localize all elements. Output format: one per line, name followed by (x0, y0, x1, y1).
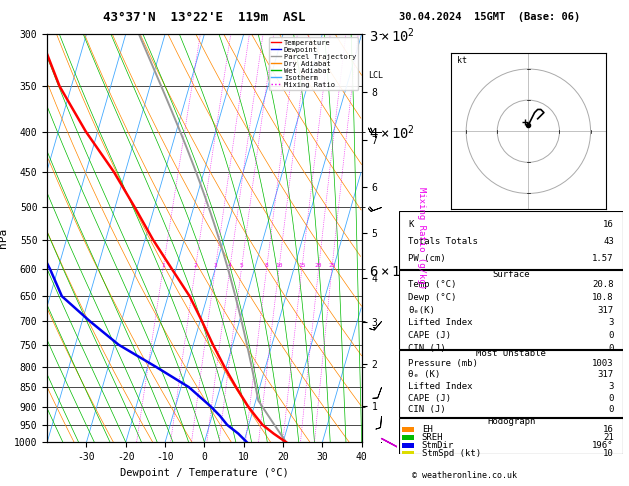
Text: StmDir: StmDir (422, 441, 454, 450)
X-axis label: Dewpoint / Temperature (°C): Dewpoint / Temperature (°C) (120, 468, 289, 478)
Text: 5: 5 (240, 263, 243, 268)
Text: 21: 21 (603, 433, 614, 442)
Text: LCL: LCL (368, 71, 383, 80)
Text: CAPE (J): CAPE (J) (408, 331, 452, 340)
Text: Surface: Surface (493, 270, 530, 279)
Text: 25: 25 (328, 263, 336, 268)
Text: 1: 1 (161, 263, 165, 268)
Text: 3: 3 (608, 318, 614, 328)
Text: 0: 0 (608, 405, 614, 415)
Text: CIN (J): CIN (J) (408, 405, 446, 415)
Text: 16: 16 (603, 425, 614, 434)
Text: 317: 317 (598, 370, 614, 380)
Text: CIN (J): CIN (J) (408, 344, 446, 353)
Bar (402, 435, 414, 440)
Text: K: K (408, 220, 414, 229)
Text: 3: 3 (213, 263, 217, 268)
Text: 2: 2 (194, 263, 198, 268)
Text: 10.8: 10.8 (593, 293, 614, 302)
Text: 3: 3 (608, 382, 614, 391)
Text: © weatheronline.co.uk: © weatheronline.co.uk (412, 471, 517, 480)
Bar (402, 443, 414, 448)
Text: Lifted Index: Lifted Index (408, 318, 473, 328)
Bar (399, 350, 623, 417)
Text: Temp (°C): Temp (°C) (408, 280, 457, 289)
Text: 0: 0 (608, 331, 614, 340)
Text: 10: 10 (275, 263, 282, 268)
Text: 0: 0 (608, 344, 614, 353)
Text: 1003: 1003 (593, 359, 614, 368)
Text: 8: 8 (265, 263, 269, 268)
Y-axis label: km
ASL: km ASL (418, 229, 440, 247)
Text: θₑ (K): θₑ (K) (408, 370, 440, 380)
Text: 15: 15 (298, 263, 306, 268)
Text: 1.57: 1.57 (593, 254, 614, 263)
Text: 196°: 196° (593, 441, 614, 450)
Text: Totals Totals: Totals Totals (408, 237, 478, 246)
Bar (402, 451, 414, 456)
Text: EH: EH (422, 425, 433, 434)
Text: 10: 10 (603, 449, 614, 458)
Text: 43°37'N  13°22'E  119m  ASL: 43°37'N 13°22'E 119m ASL (103, 11, 306, 24)
Bar (399, 418, 623, 454)
Text: Hodograph: Hodograph (487, 417, 535, 426)
Text: 0: 0 (608, 394, 614, 403)
Text: 30.04.2024  15GMT  (Base: 06): 30.04.2024 15GMT (Base: 06) (399, 12, 581, 22)
Text: 20.8: 20.8 (593, 280, 614, 289)
Text: Most Unstable: Most Unstable (476, 349, 546, 358)
Text: θₑ(K): θₑ(K) (408, 306, 435, 314)
Text: 317: 317 (598, 306, 614, 314)
Y-axis label: hPa: hPa (0, 228, 8, 248)
Text: 16: 16 (603, 220, 614, 229)
Text: 43: 43 (603, 237, 614, 246)
Text: StmSpd (kt): StmSpd (kt) (422, 449, 481, 458)
Text: SREH: SREH (422, 433, 443, 442)
Text: 4: 4 (228, 263, 231, 268)
Bar (399, 211, 623, 268)
Text: kt: kt (457, 56, 467, 65)
Text: PW (cm): PW (cm) (408, 254, 446, 263)
Bar (399, 270, 623, 349)
Text: Dewp (°C): Dewp (°C) (408, 293, 457, 302)
Text: 20: 20 (315, 263, 323, 268)
Legend: Temperature, Dewpoint, Parcel Trajectory, Dry Adiabat, Wet Adiabat, Isotherm, Mi: Temperature, Dewpoint, Parcel Trajectory… (269, 37, 358, 90)
Text: CAPE (J): CAPE (J) (408, 394, 452, 403)
Text: Lifted Index: Lifted Index (408, 382, 473, 391)
Text: Mixing Ratio (g/kg): Mixing Ratio (g/kg) (417, 187, 426, 289)
Bar (402, 427, 414, 433)
Text: Pressure (mb): Pressure (mb) (408, 359, 478, 368)
